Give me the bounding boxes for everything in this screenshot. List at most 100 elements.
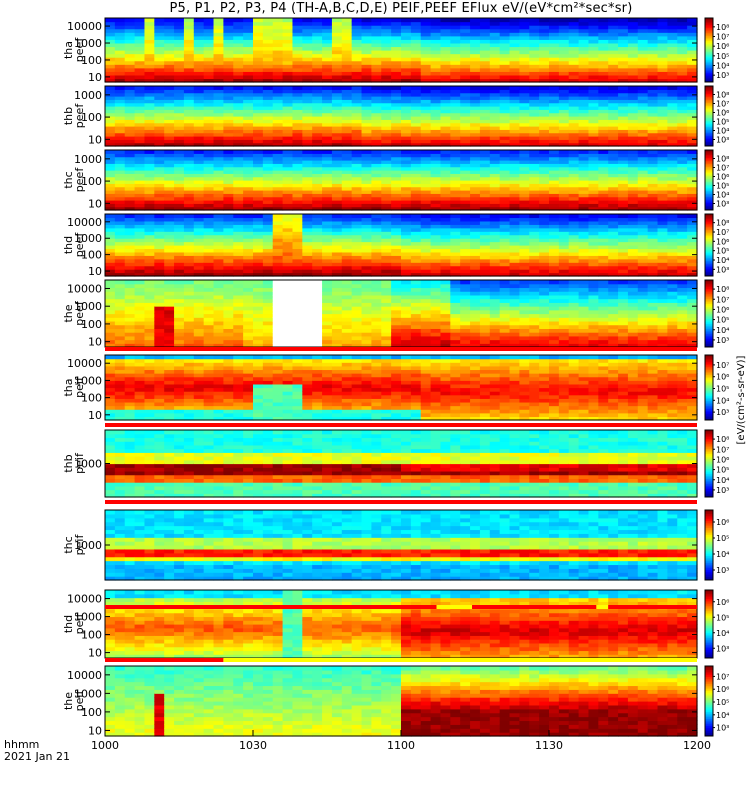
y-tick-label: 1000 [74,374,102,387]
y-tick-label: 10 [88,265,102,278]
colorbar-tick-label: 10⁶ [716,518,729,527]
colorbar-unit-label: [eV/(cm²-s-sr-eV)] [736,355,747,444]
colorbar-tick-label: 10⁵ [716,613,729,622]
y-tick-label: 1000 [74,300,102,313]
colorbar-tick-label: 10⁶ [716,173,729,182]
status-bar [223,658,697,662]
y-axis-label: thc [62,171,75,188]
y-tick-label: 100 [81,111,102,124]
colorbar-tick-label: 10⁸ [716,219,729,228]
y-axis-label: peif [73,534,86,556]
y-axis-label: peef [73,37,86,63]
y-tick-label: 10000 [67,20,102,33]
colorbar-tick-label: 10⁶ [716,109,729,118]
colorbar-tick-label: 10³ [716,724,729,733]
colorbar-tick-label: 10⁷ [716,672,729,681]
colorbar-tick-label: 10⁶ [716,42,729,51]
y-tick-label: 1000 [74,611,102,624]
colorbar-tick-label: 10⁷ [716,100,729,109]
x-tick-label: 1030 [239,739,267,752]
x-tick-label: 1000 [91,739,119,752]
y-axis-label: peef [73,167,86,193]
status-bar [596,605,609,609]
x-tick-label: 1100 [387,739,415,752]
colorbar-tick-label: 10⁵ [716,466,729,475]
y-axis-label: thc [62,536,75,553]
chart-title: P5, P1, P2, P3, P4 (TH-A,B,C,D,E) PEIF,P… [169,1,633,16]
y-axis-label: peif [73,452,86,474]
y-axis-label: thd [62,615,75,633]
y-axis-label: peif [73,613,86,635]
y-axis-label: peef [73,103,86,129]
y-tick-label: 10 [88,409,102,422]
date-label: 2021 Jan 21 [4,750,70,763]
status-bar [105,500,697,504]
y-tick-label: 1000 [74,687,102,700]
y-axis-label: peef [73,232,86,258]
colorbar-tick-label: 10⁵ [716,698,729,707]
colorbar-tick-label: 10⁶ [716,455,729,464]
colorbar-tick-label: 10⁸ [716,155,729,164]
colorbar-tick-label: 10⁵ [716,182,729,191]
colorbar-tick-label: 10³ [716,644,729,653]
colorbar-tick-label: 10⁸ [716,435,729,444]
colorbar-tick-label: 10⁴ [716,396,729,405]
status-bar [105,605,437,609]
y-axis-label: peif [73,376,86,398]
y-tick-label: 10 [88,71,102,84]
y-axis-label: thb [62,454,75,472]
y-tick-label: 10 [88,133,102,146]
colorbar-tick-label: 10⁷ [716,361,729,370]
colorbar-tick-label: 10³ [716,71,729,80]
y-axis-label: peif [73,690,86,712]
colorbar-tick-label: 10⁴ [716,476,729,485]
y-tick-label: 10000 [67,216,102,229]
status-bar [472,605,597,609]
y-tick-label: 100 [81,54,102,67]
colorbar-tick-label: 10⁶ [716,305,729,314]
colorbar-tick-label: 10³ [716,408,729,417]
y-tick-label: 10 [88,336,102,349]
colorbar-tick-label: 10⁷ [716,295,729,304]
x-tick-label: 1200 [683,739,711,752]
colorbar-tick-label: 10⁸ [716,285,729,294]
x-axis-unit-label: hhmm [4,738,39,751]
y-tick-label: 10 [88,197,102,210]
y-tick-label: 1000 [74,232,102,245]
colorbar-tick-label: 10⁷ [716,445,729,454]
y-tick-label: 1000 [74,458,102,471]
y-axis-label: thd [62,236,75,254]
colorbar-tick-label: 10⁴ [716,256,729,265]
colorbar-tick-label: 10³ [716,136,729,145]
colorbar-tick-label: 10⁶ [716,373,729,382]
y-tick-label: 10000 [67,357,102,370]
colorbar-tick-label: 10⁸ [716,91,729,100]
y-tick-label: 1000 [74,37,102,50]
y-tick-label: 10 [88,647,102,660]
status-bar [105,347,697,351]
colorbar-tick-label: 10⁴ [716,711,729,720]
colorbar-tick-label: 10⁴ [716,629,729,638]
y-tick-label: 1000 [74,539,102,552]
y-axis-label: thb [62,107,75,125]
y-tick-label: 1000 [74,153,102,166]
colorbar-tick-label: 10⁶ [716,598,729,607]
x-tick-label: 1130 [535,739,563,752]
colorbar-tick-label: 10³ [716,336,729,345]
y-tick-label: 100 [81,249,102,262]
colorbar-tick-label: 10⁶ [716,237,729,246]
status-bar [105,658,224,662]
y-axis-label: peef [73,300,86,326]
y-axis-label: the [62,304,75,322]
colorbar-tick-label: 10³ [716,200,729,209]
colorbar-tick-label: 10⁵ [716,247,729,256]
y-axis-label: tha [62,378,75,396]
